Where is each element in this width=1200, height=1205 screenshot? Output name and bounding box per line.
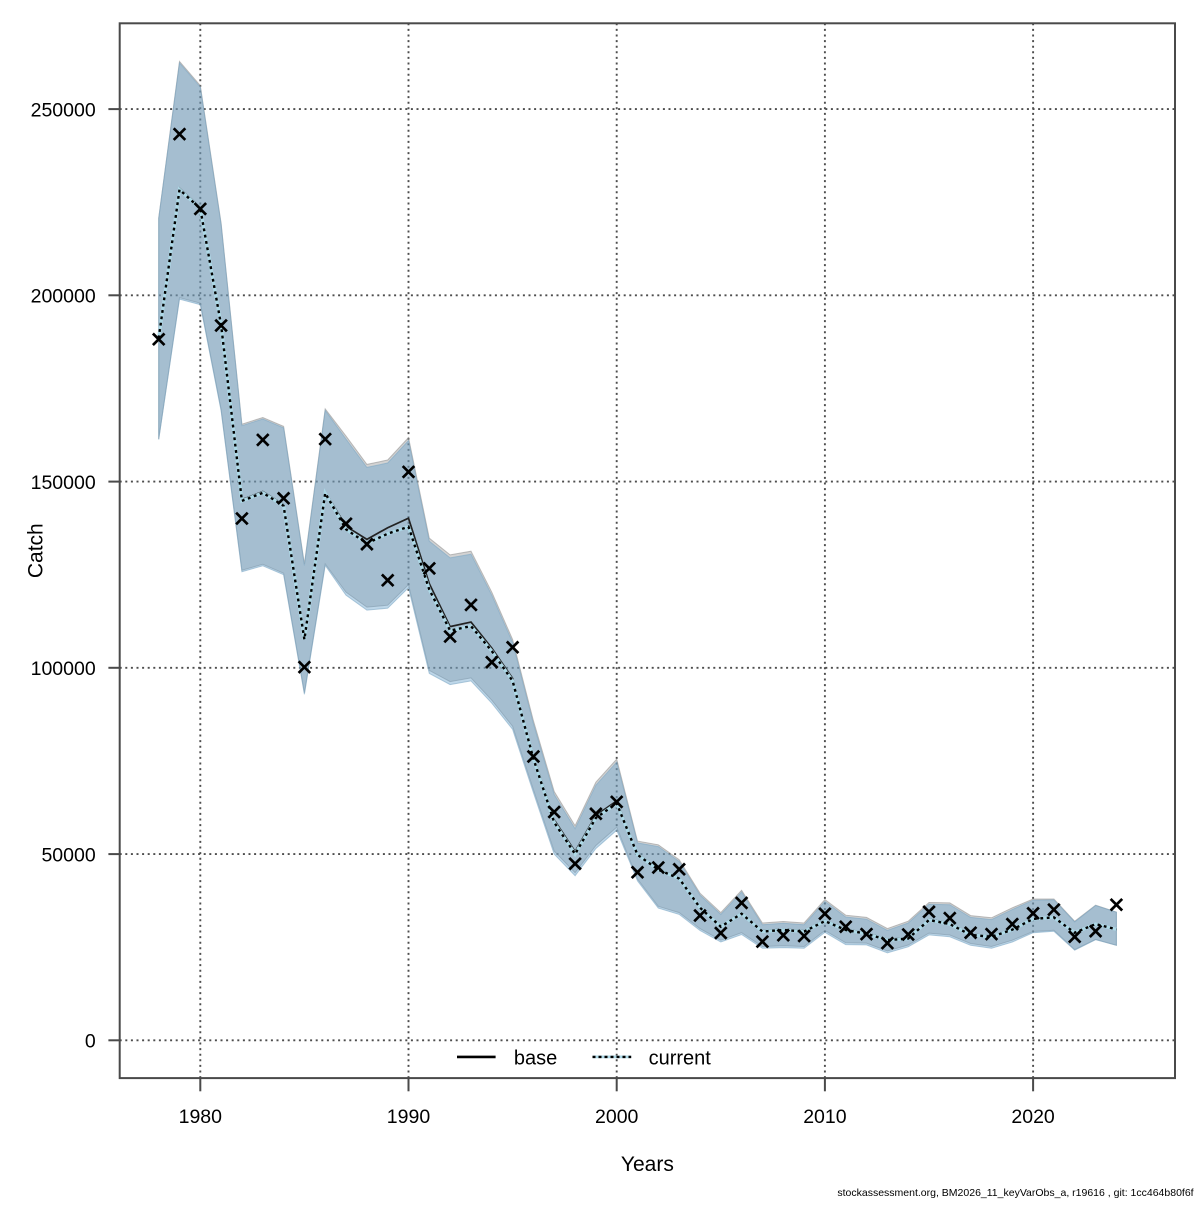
svg-text:Years: Years (621, 1153, 674, 1176)
svg-text:Catch: Catch (25, 523, 48, 578)
svg-text:2020: 2020 (1011, 1106, 1055, 1128)
svg-text:0: 0 (85, 1031, 96, 1053)
svg-text:stockassessment.org, BM2026_11: stockassessment.org, BM2026_11_keyVarObs… (837, 1187, 1193, 1199)
svg-text:1990: 1990 (387, 1106, 431, 1128)
svg-text:150000: 150000 (31, 472, 96, 494)
svg-text:base: base (514, 1047, 557, 1069)
svg-text:2000: 2000 (595, 1106, 639, 1128)
svg-text:200000: 200000 (31, 286, 96, 308)
svg-text:250000: 250000 (31, 99, 96, 121)
svg-text:50000: 50000 (41, 844, 95, 866)
svg-text:2010: 2010 (803, 1106, 847, 1128)
svg-text:100000: 100000 (31, 658, 96, 680)
svg-text:current: current (649, 1047, 712, 1069)
svg-text:1980: 1980 (179, 1106, 223, 1128)
